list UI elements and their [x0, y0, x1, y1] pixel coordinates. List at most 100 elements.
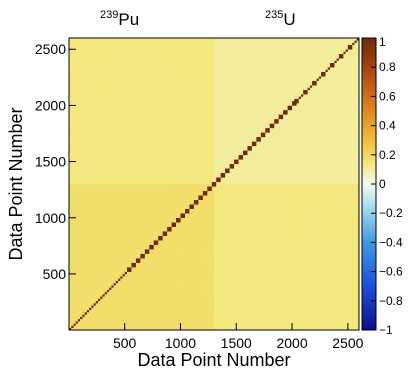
heatmap-cell [73, 305, 76, 308]
heatmap-cell [118, 89, 121, 93]
heatmap-cell [129, 258, 132, 261]
heatmap-cell [80, 246, 83, 250]
heatmap-cell [122, 318, 126, 322]
heatmap-cell [127, 271, 130, 275]
heatmap-cell [147, 179, 150, 183]
heatmap-cell [93, 253, 97, 257]
heatmap-cell [113, 82, 117, 86]
heatmap-cell [93, 134, 97, 138]
heatmap-cell [98, 89, 101, 93]
heatmap-cell [151, 237, 155, 241]
heatmap-cell [91, 271, 94, 275]
heatmap-cell [98, 73, 101, 77]
heatmap-cell [153, 258, 157, 261]
heatmap-cell [140, 208, 143, 212]
heatmap-cell [135, 168, 139, 171]
heatmap-cell [109, 105, 112, 108]
heatmap-cell [69, 224, 72, 227]
heatmap-cell [86, 262, 90, 266]
heatmap-cell [129, 325, 132, 329]
heatmap-cell [109, 289, 112, 293]
heatmap-cell [124, 213, 128, 216]
heatmap-cell [135, 276, 139, 279]
heatmap-cell [89, 285, 92, 288]
heatmap-cell [98, 244, 101, 248]
heatmap-cell [109, 175, 112, 178]
heatmap-cell [84, 69, 88, 72]
heatmap-cell [80, 222, 83, 225]
heatmap-cell [77, 42, 81, 46]
heatmap-cell [69, 197, 72, 201]
heatmap-cell [124, 300, 128, 304]
heatmap-cell [86, 309, 90, 313]
heatmap-cell [140, 186, 143, 189]
heatmap-cell [131, 46, 134, 50]
heatmap-cell [104, 237, 108, 241]
heatmap-cell [118, 168, 121, 171]
heatmap-cell [127, 208, 130, 212]
heatmap-cell [131, 215, 134, 218]
heatmap-cell [98, 197, 101, 201]
heatmap-cell [106, 100, 110, 104]
heatmap-cell [89, 314, 92, 317]
heatmap-cell [111, 278, 114, 281]
heatmap-cell [89, 51, 92, 55]
heatmap-cell [100, 267, 103, 270]
heatmap-cell [71, 157, 74, 160]
heatmap-cell [102, 244, 105, 248]
heatmap-cell [140, 132, 143, 135]
heatmap-cell [111, 157, 114, 160]
heatmap-cell [124, 321, 128, 324]
heatmap-cell [127, 82, 130, 86]
heatmap-cell [104, 188, 108, 192]
heatmap-cell [140, 235, 143, 239]
heatmap-cell [100, 118, 103, 122]
heatmap-cell [149, 208, 152, 212]
heatmap-cell [140, 150, 143, 153]
heatmap-cell [135, 307, 139, 311]
heatmap-cell [133, 215, 137, 218]
heatmap-cell [95, 123, 99, 126]
heatmap-cell [147, 177, 150, 180]
heatmap-cell [91, 195, 94, 198]
heatmap-cell [95, 60, 99, 64]
heatmap-cell [144, 289, 148, 293]
heatmap-cell [75, 62, 79, 66]
heatmap-cell [80, 62, 83, 66]
heatmap-cell [73, 199, 76, 203]
heatmap-cell [91, 269, 94, 272]
heatmap-cell [142, 224, 146, 227]
heatmap-cell [75, 161, 79, 165]
heatmap-cell [142, 264, 146, 268]
heatmap-cell [149, 197, 152, 201]
heatmap-cell [106, 231, 110, 234]
heatmap-cell [131, 94, 134, 97]
heatmap-cell [115, 94, 119, 97]
heatmap-cell [133, 190, 137, 194]
heatmap-cell [86, 260, 90, 263]
heatmap-cell [129, 240, 132, 243]
heatmap-cell [80, 298, 83, 302]
heatmap-cell [120, 253, 123, 257]
heatmap-cell [82, 170, 85, 174]
heatmap-cell [104, 64, 108, 68]
heatmap-cell [151, 264, 155, 268]
heatmap-cell [77, 204, 81, 207]
heatmap-cell [80, 71, 83, 75]
heatmap-cell [140, 219, 143, 223]
heatmap-cell [131, 38, 134, 41]
heatmap-cell [109, 213, 112, 216]
heatmap-cell [151, 105, 155, 108]
heatmap-cell [80, 82, 83, 86]
heatmap-cell [75, 71, 79, 75]
heatmap-cell [91, 312, 94, 315]
heatmap-cell [69, 123, 72, 126]
heatmap-cell [149, 186, 152, 189]
heatmap-cell [149, 314, 152, 317]
heatmap-cell [138, 201, 141, 205]
heatmap-cell [142, 163, 146, 167]
heatmap-cell [122, 181, 126, 185]
heatmap-cell [104, 300, 108, 304]
heatmap-cell [89, 78, 92, 81]
heatmap-cell [95, 219, 99, 223]
